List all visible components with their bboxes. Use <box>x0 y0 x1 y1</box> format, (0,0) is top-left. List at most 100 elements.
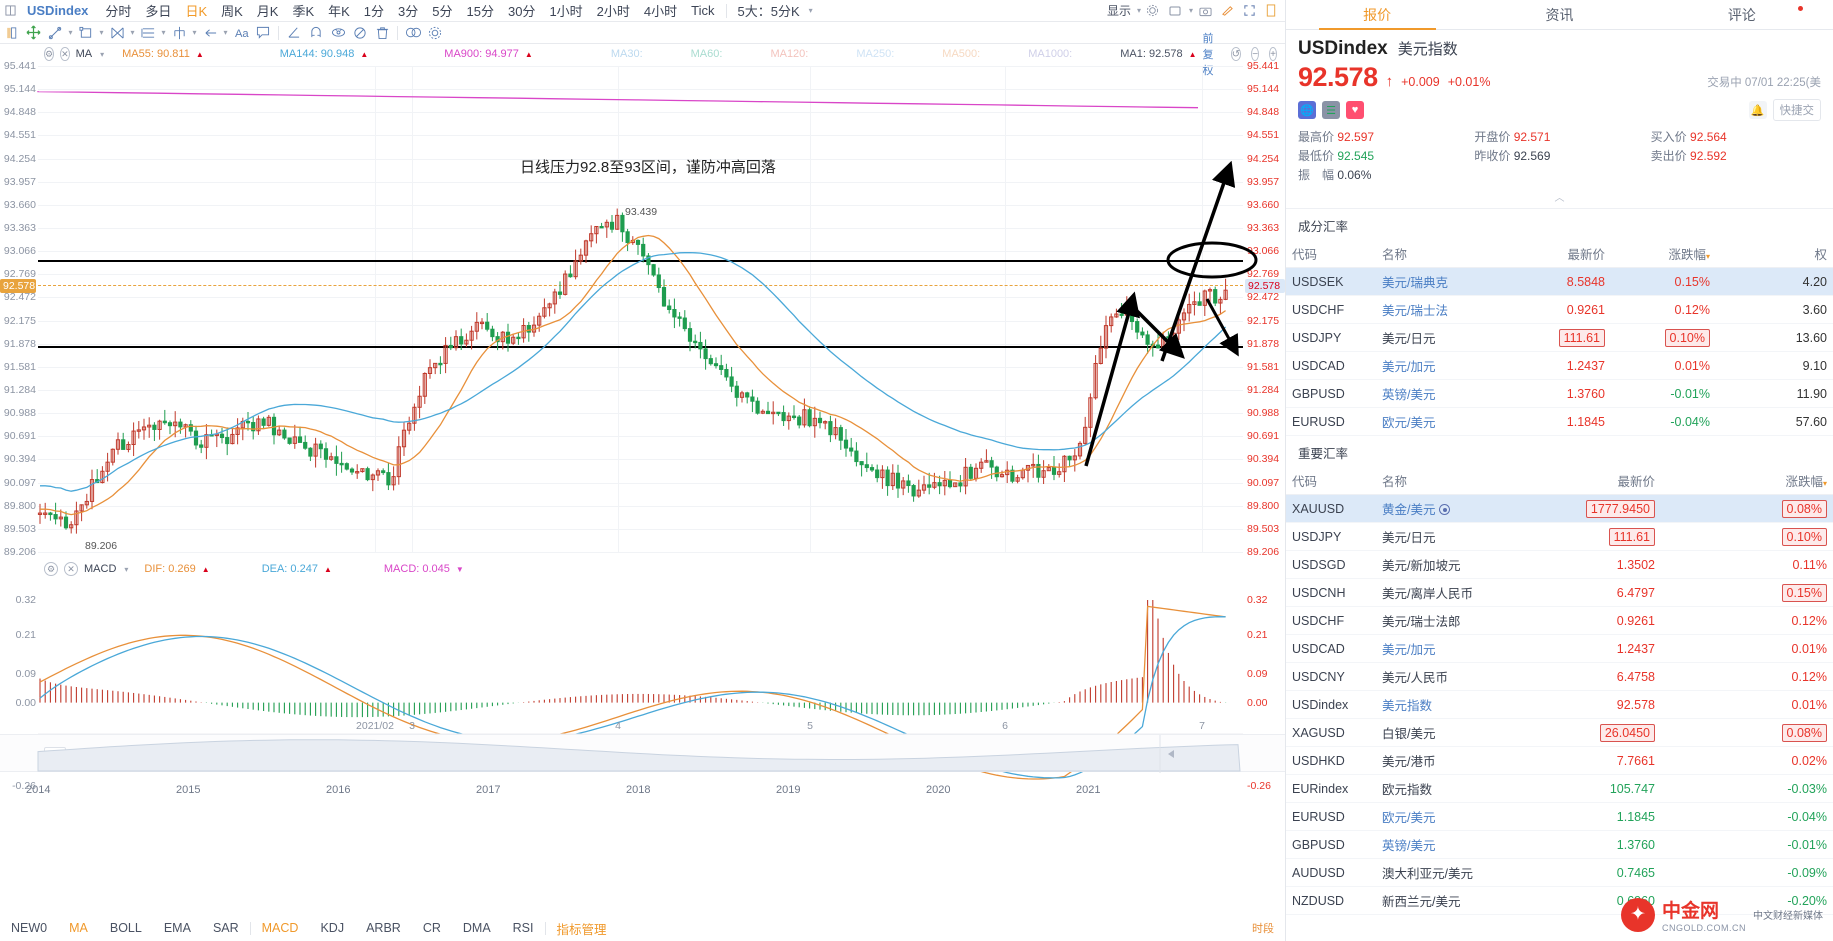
table-row[interactable]: USDCNY 美元/人民币 6.4758 0.12% <box>1286 662 1833 691</box>
indicator-arbr[interactable]: ARBR <box>366 921 401 935</box>
cell-code[interactable]: EURindex <box>1286 774 1376 803</box>
table-row[interactable]: USDHKD 美元/港币 7.7661 0.02% <box>1286 746 1833 775</box>
chevron-down-icon[interactable]: ▾ <box>1188 6 1193 15</box>
period-1min[interactable]: 1分 <box>363 4 385 19</box>
cell-code[interactable]: USDSEK <box>1286 267 1376 296</box>
chevron-down-icon[interactable]: ▾ <box>161 28 166 37</box>
table-row[interactable]: GBPUSD 英镑/美元 1.3760 -0.01% <box>1286 830 1833 859</box>
period-4hour[interactable]: 4小时 <box>643 4 678 19</box>
chevron-down-icon[interactable]: ▾ <box>99 28 104 37</box>
indicator-new0[interactable]: NEW0 <box>11 921 48 935</box>
period-30min[interactable]: 30分 <box>507 4 536 19</box>
pencil-icon[interactable] <box>1217 1 1237 21</box>
indicator-kdj[interactable]: KDJ <box>320 921 345 935</box>
table-row[interactable]: USDJPY 美元/日元 111.61 0.10% 13.60 <box>1286 323 1833 352</box>
cell-code[interactable]: USDJPY <box>1286 522 1376 551</box>
angle-icon[interactable] <box>283 23 305 43</box>
gear-icon[interactable] <box>1143 1 1163 21</box>
zoom-out-icon[interactable]: − <box>1251 47 1260 61</box>
text-icon[interactable]: Aa <box>230 23 252 43</box>
cell-code[interactable]: NZDUSD <box>1286 886 1376 915</box>
chevron-down-icon[interactable]: ▾ <box>1136 6 1141 15</box>
window-icon[interactable] <box>1165 1 1185 21</box>
alarm-bell-icon[interactable]: 🔔 <box>1748 101 1767 119</box>
globe-icon[interactable]: 🌐 <box>1298 101 1316 119</box>
pitchfork-icon[interactable] <box>168 23 190 43</box>
chevron-down-icon[interactable]: ▾ <box>223 28 228 37</box>
close-icon[interactable]: ✕ <box>64 562 78 576</box>
cell-code[interactable]: EURUSD <box>1286 802 1376 831</box>
th-name[interactable]: 名称 <box>1376 467 1551 495</box>
table-row[interactable]: USDCNH 美元/离岸人民币 6.4797 0.15% <box>1286 578 1833 607</box>
indicator-sar[interactable]: SAR <box>212 921 239 935</box>
th-price[interactable]: 最新价 <box>1551 467 1661 495</box>
channel-icon[interactable] <box>137 23 159 43</box>
table-row[interactable]: AUDUSD 澳大利亚元/美元 0.7465 -0.09% <box>1286 858 1833 887</box>
favorite-heart-icon[interactable]: ♥ <box>1346 101 1364 119</box>
cell-code[interactable]: USDCNH <box>1286 578 1376 607</box>
support-line[interactable] <box>38 346 1243 348</box>
mirror-icon[interactable] <box>402 23 424 43</box>
table-row[interactable]: USDCAD 美元/加元 1.2437 0.01% <box>1286 634 1833 663</box>
period-zhouK[interactable]: 周K <box>221 4 243 19</box>
adjust-mode-link[interactable]: 前复权 <box>1202 33 1214 77</box>
chevron-down-icon[interactable]: ▾ <box>192 28 197 37</box>
period-nianK[interactable]: 年K <box>328 4 350 19</box>
period-fenshi[interactable]: 分时 <box>105 4 132 19</box>
cell-code[interactable]: USDHKD <box>1286 746 1376 775</box>
table-row[interactable]: EURUSD 欧元/美元 1.1845 -0.04% 57.60 <box>1286 407 1833 436</box>
reset-zoom-icon[interactable]: ↺ <box>1230 47 1242 61</box>
table-row[interactable]: USDCAD 美元/加元 1.2437 0.01% 9.10 <box>1286 351 1833 380</box>
indicator-rsi[interactable]: RSI <box>512 921 534 935</box>
cell-code[interactable]: USDJPY <box>1286 323 1376 352</box>
period-2hour[interactable]: 2小时 <box>596 4 630 19</box>
panel-icon[interactable] <box>1261 1 1281 21</box>
cursor-move-icon[interactable] <box>22 23 44 43</box>
chevron-down-icon[interactable]: ▾ <box>124 564 129 574</box>
fullscreen-icon[interactable] <box>1239 1 1259 21</box>
tab-news[interactable]: 资讯 <box>1545 6 1574 23</box>
th-code[interactable]: 代码 <box>1286 240 1376 268</box>
indicator-ma[interactable]: MA <box>69 921 88 935</box>
period-1hour[interactable]: 1小时 <box>549 4 583 19</box>
th-price[interactable]: 最新价 <box>1506 240 1611 268</box>
note-icon[interactable]: ☰ <box>1322 101 1340 119</box>
table-row[interactable]: GBPUSD 英镑/美元 1.3760 -0.01% 11.90 <box>1286 379 1833 408</box>
chevron-down-icon[interactable]: ▾ <box>808 6 813 15</box>
period-jiK[interactable]: 季K <box>292 4 315 19</box>
collapse-quote-icon[interactable]: ︿ <box>1286 187 1833 209</box>
panel-toggle-icon[interactable] <box>0 23 22 43</box>
note-icon[interactable] <box>252 23 274 43</box>
chevron-down-icon[interactable]: ▾ <box>130 28 135 37</box>
tab-comments[interactable]: 评论 <box>1727 6 1756 23</box>
close-icon[interactable]: ✕ <box>60 47 70 61</box>
camera-icon[interactable] <box>1195 1 1215 21</box>
th-name[interactable]: 名称 <box>1376 240 1506 268</box>
indicator-dma[interactable]: DMA <box>462 921 491 935</box>
table-row[interactable]: USDCHF 美元/瑞士法郎 0.9261 0.12% <box>1286 606 1833 635</box>
tab-quotes[interactable]: 报价 <box>1286 0 1468 30</box>
indicator-cr[interactable]: CR <box>422 921 441 935</box>
cell-code[interactable]: USDSGD <box>1286 550 1376 579</box>
layout-icon[interactable] <box>0 1 20 21</box>
table-row[interactable]: XAUUSD 黄金/美元 1777.9450 0.08% <box>1286 494 1833 523</box>
table-row[interactable]: EURUSD 欧元/美元 1.1845 -0.04% <box>1286 802 1833 831</box>
table-row[interactable]: USDCHF 美元/瑞士法 0.9261 0.12% 3.60 <box>1286 295 1833 324</box>
cell-code[interactable]: XAGUSD <box>1286 718 1376 747</box>
cell-code[interactable]: GBPUSD <box>1286 379 1376 408</box>
cell-code[interactable]: USDCAD <box>1286 351 1376 380</box>
trendline-icon[interactable] <box>44 23 66 43</box>
indicator-ema[interactable]: EMA <box>163 921 191 935</box>
cell-code[interactable]: USDCHF <box>1286 295 1376 324</box>
indicator-macd[interactable]: MACD <box>261 921 299 935</box>
settings-icon[interactable] <box>424 23 446 43</box>
period-tick[interactable]: Tick <box>691 3 715 18</box>
rectangle-icon[interactable] <box>75 23 97 43</box>
cell-code[interactable]: USDCNY <box>1286 662 1376 691</box>
period-riK[interactable]: 日K <box>185 4 208 19</box>
th-change[interactable]: 涨跌幅▾ <box>1661 467 1833 495</box>
period-3min[interactable]: 3分 <box>398 4 419 19</box>
period-duori[interactable]: 多日 <box>145 4 172 19</box>
cell-code[interactable]: GBPUSD <box>1286 830 1376 859</box>
table-row[interactable]: USDSGD 美元/新加坡元 1.3502 0.11% <box>1286 550 1833 579</box>
